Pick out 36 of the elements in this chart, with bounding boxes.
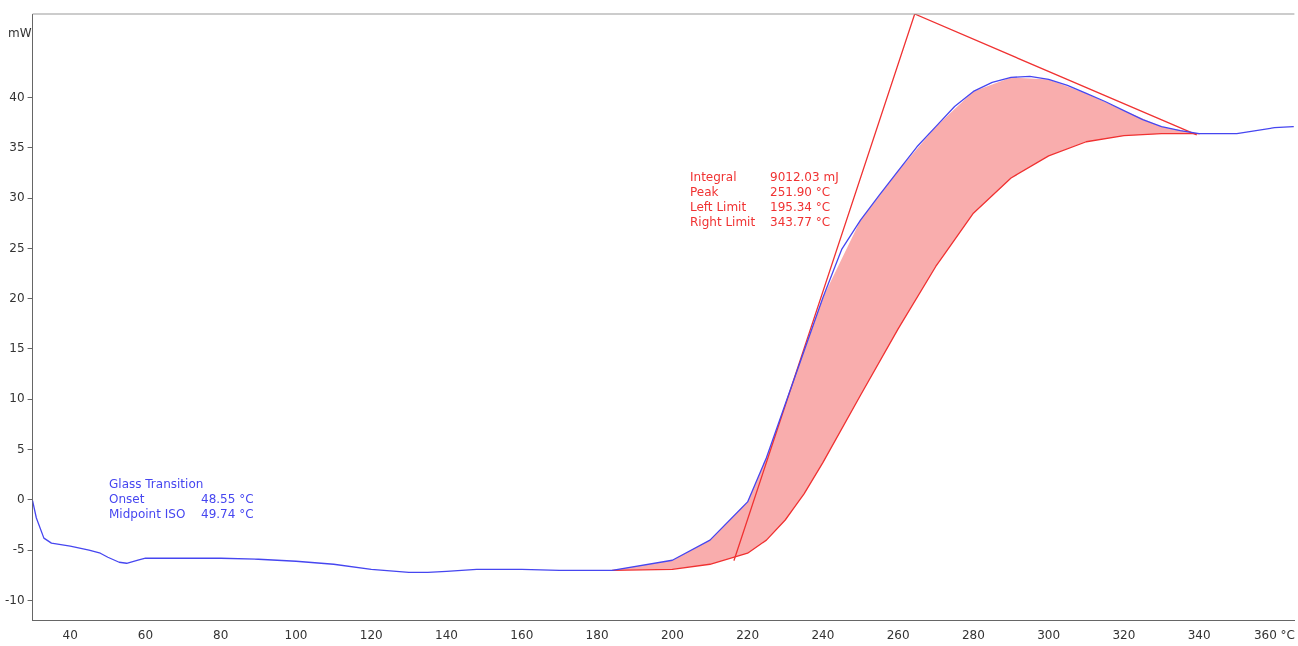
y-tick-label: 30 [9, 190, 25, 205]
x-tick-label: 60 [137, 627, 154, 642]
x-tick-label: 120 [359, 627, 383, 642]
x-tick-label: 100 [284, 627, 308, 642]
y-tick-label: 25 [9, 240, 25, 255]
x-tick-label: 160 [510, 627, 534, 642]
annotation: Glass Transition [109, 477, 204, 492]
text: Onset 48.55 °C [109, 492, 254, 507]
x-tick-label: 360 °C [1253, 627, 1296, 642]
x-tick-label: 340 [1187, 627, 1211, 642]
y-tick-label: 10 [9, 391, 25, 406]
x-tick-label: 260 [886, 627, 910, 642]
text: Integral 9012.03 mJ [690, 170, 839, 185]
x-tick-label: 300 [1037, 627, 1061, 642]
x-tick-label: 40 [62, 627, 78, 642]
y-tick-label: 40 [9, 89, 25, 104]
text: Midpoint ISO 49.74 °C [109, 507, 254, 522]
y-tick-label: 15 [9, 341, 25, 356]
x-tick-label: 320 [1112, 627, 1136, 642]
text: Peak 251.90 °C [690, 185, 831, 200]
x-tick-label: 280 [961, 627, 985, 642]
text: Right Limit 343.77 °C [690, 215, 831, 230]
y-tick-label: 0 [16, 492, 25, 507]
x-tick-label: 220 [736, 627, 760, 642]
x-tick-label: 140 [435, 627, 458, 642]
x-tick-label: 200 [660, 627, 684, 642]
x-tick-label: 240 [811, 627, 835, 642]
y-tick-label: -10 [4, 592, 25, 607]
y-tick-label: 5 [16, 441, 25, 456]
x-tick-label: 180 [585, 627, 609, 642]
y-tick-label: -5 [12, 542, 25, 557]
y-tick-label: 20 [9, 290, 25, 305]
y-axis-title: mW [8, 26, 32, 41]
x-tick-label: 80 [213, 627, 229, 642]
y-tick-label: 35 [9, 139, 25, 154]
text: Left Limit 195.34 °C [690, 200, 831, 215]
